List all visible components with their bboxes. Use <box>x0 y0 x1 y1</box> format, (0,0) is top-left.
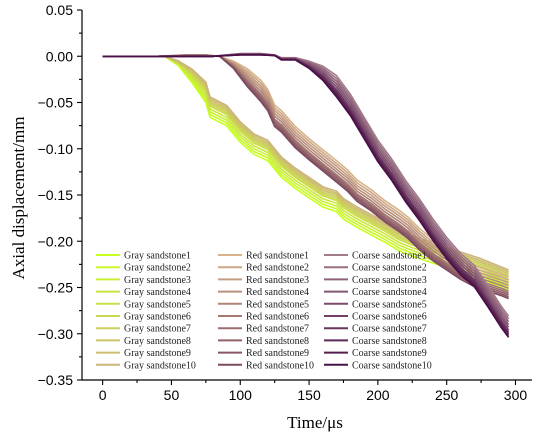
y-tick-label: −0.15 <box>38 187 74 203</box>
legend-label: Red sandstone7 <box>246 324 309 335</box>
legend-item: Gray sandstone4 <box>96 287 191 298</box>
legend-label: Coarse sandstone10 <box>352 360 432 371</box>
legend-item: Gray sandstone6 <box>96 312 191 323</box>
legend-label: Red sandstone8 <box>246 336 309 347</box>
series-line-red-10 <box>102 54 509 300</box>
legend-item: Coarse sandstone7 <box>324 324 427 335</box>
legend-item: Gray sandstone7 <box>96 324 191 335</box>
legend-item: Coarse sandstone8 <box>324 336 427 347</box>
legend-item: Coarse sandstone6 <box>324 312 427 323</box>
y-tick-label: −0.35 <box>38 372 74 388</box>
legend-label: Coarse sandstone6 <box>352 312 427 323</box>
legend-label: Coarse sandstone3 <box>352 275 427 286</box>
x-axis-title: Time/μs <box>287 413 343 432</box>
legend-label: Coarse sandstone7 <box>352 324 427 335</box>
x-tick-label: 150 <box>297 387 321 403</box>
axes-layer: 0 50 100 150 200 250 300 0.05 0.00 −0.05 −0.10 −0.1… <box>38 2 532 403</box>
legend-item: Gray sandstone9 <box>96 348 191 359</box>
legend-label: Gray sandstone3 <box>124 275 191 286</box>
legend-item: Gray sandstone2 <box>96 263 191 274</box>
legend-label: Gray sandstone7 <box>124 324 191 335</box>
series-group-coarse <box>102 52 510 338</box>
legend-label: Coarse sandstone9 <box>352 348 427 359</box>
y-tick-label: 0.00 <box>46 48 73 64</box>
legend-item: Red sandstone6 <box>218 312 309 323</box>
legend-label: Red sandstone2 <box>246 263 309 274</box>
legend-label: Gray sandstone5 <box>124 299 191 310</box>
legend-item: Red sandstone1 <box>218 251 309 262</box>
legend-label: Gray sandstone10 <box>124 360 196 371</box>
legend-label: Coarse sandstone2 <box>352 263 427 274</box>
legend-item: Red sandstone7 <box>218 324 309 335</box>
legend-label: Red sandstone3 <box>246 275 309 286</box>
legend-label: Red sandstone9 <box>246 348 309 359</box>
y-tick-label: −0.10 <box>38 141 74 157</box>
legend-item: Coarse sandstone5 <box>324 299 427 310</box>
legend-label: Coarse sandstone4 <box>352 287 427 298</box>
legend-item: Gray sandstone5 <box>96 299 191 310</box>
legend-item: Red sandstone10 <box>218 360 314 371</box>
x-tick-label: 0 <box>99 387 107 403</box>
legend-item: Red sandstone3 <box>218 275 309 286</box>
legend-label: Gray sandstone1 <box>124 251 191 262</box>
legend-item: Coarse sandstone1 <box>324 251 427 262</box>
x-tick-label: 100 <box>229 387 253 403</box>
legend-item: Gray sandstone3 <box>96 275 191 286</box>
legend-item: Red sandstone2 <box>218 263 309 274</box>
legend-item: Red sandstone5 <box>218 299 309 310</box>
y-tick-label: −0.25 <box>38 280 74 296</box>
legend-item: Coarse sandstone2 <box>324 263 427 274</box>
series-layer <box>102 52 510 338</box>
legend-label: Red sandstone6 <box>246 312 309 323</box>
legend-item: Red sandstone8 <box>218 336 309 347</box>
legend-label: Coarse sandstone1 <box>352 251 427 262</box>
y-tick-label: −0.30 <box>38 326 74 342</box>
y-axis-title: Axial displacement/mm <box>9 117 28 280</box>
legend-item: Coarse sandstone10 <box>324 360 432 371</box>
legend-item: Red sandstone4 <box>218 287 309 298</box>
legend-label: Red sandstone1 <box>246 251 309 262</box>
legend-item: Gray sandstone8 <box>96 336 191 347</box>
legend-label: Red sandstone4 <box>246 287 309 298</box>
legend-label: Gray sandstone8 <box>124 336 191 347</box>
x-tick-label: 300 <box>504 387 528 403</box>
legend-item: Coarse sandstone9 <box>324 348 427 359</box>
legend-label: Coarse sandstone8 <box>352 336 427 347</box>
x-tick-label: 200 <box>366 387 390 403</box>
y-tick-label: −0.20 <box>38 233 74 249</box>
legend-label: Gray sandstone2 <box>124 263 191 274</box>
y-tick-label: −0.05 <box>38 95 74 111</box>
legend-label: Gray sandstone4 <box>124 287 191 298</box>
legend-label: Gray sandstone9 <box>124 348 191 359</box>
legend-label: Red sandstone5 <box>246 299 309 310</box>
x-tick-label: 250 <box>435 387 459 403</box>
legend-item: Coarse sandstone3 <box>324 275 427 286</box>
legend-item: Gray sandstone10 <box>96 360 196 371</box>
legend-item: Gray sandstone1 <box>96 251 191 262</box>
series-line-gray-5 <box>102 55 509 280</box>
x-tick-label: 50 <box>164 387 180 403</box>
legend-label: Gray sandstone6 <box>124 312 191 323</box>
legend-item: Coarse sandstone4 <box>324 287 427 298</box>
series-line-gray-4 <box>102 55 509 283</box>
y-tick-label: 0.05 <box>46 2 73 18</box>
series-line-coarse-10 <box>102 54 510 338</box>
legend-label: Red sandstone10 <box>246 360 314 371</box>
legend-item: Red sandstone9 <box>218 348 309 359</box>
legend-label: Coarse sandstone5 <box>352 299 427 310</box>
